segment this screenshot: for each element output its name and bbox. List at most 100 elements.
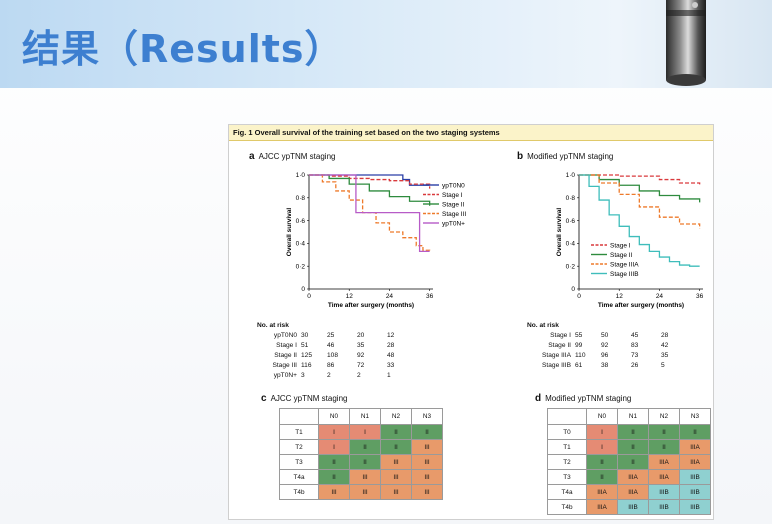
y-tick-label: 0·4 bbox=[296, 241, 306, 248]
table-row-header: T0 bbox=[547, 424, 587, 440]
panel-c-text: AJCC ypTNM staging bbox=[270, 394, 348, 403]
staging-table-ajcc: N0 N1 N2 N3 T1 I I II II T2 I II II III T3 II II III III T4… bbox=[279, 408, 443, 500]
stage-cell: II bbox=[586, 454, 618, 470]
stage-cell: II bbox=[380, 439, 412, 455]
stage-cell: IIIA bbox=[586, 499, 618, 515]
risk-count: 25 bbox=[327, 332, 335, 339]
risk-count: 96 bbox=[601, 352, 609, 359]
table-row-header: T1 bbox=[547, 439, 587, 455]
risk-count: 51 bbox=[301, 342, 309, 349]
table-row: T3 II II III III bbox=[279, 454, 443, 470]
panel-c-letter: c bbox=[261, 393, 267, 404]
risk-count: 108 bbox=[327, 352, 339, 359]
stage-cell: II bbox=[380, 424, 412, 440]
risk-row: ypT0N+ 3 2 2 1 bbox=[257, 371, 417, 381]
risk-count: 26 bbox=[631, 362, 639, 369]
table-row: T2 I II II III bbox=[279, 439, 443, 455]
stage-cell: IIIA bbox=[679, 454, 711, 470]
risk-count: 55 bbox=[575, 332, 583, 339]
risk-count: 3 bbox=[301, 372, 305, 379]
risk-table-a: No. at risk ypT0N0 30 25 20 12 Stage I 51 46 35 28… bbox=[257, 321, 417, 381]
stage-cell: IIIB bbox=[617, 499, 649, 515]
stage-cell: III bbox=[380, 484, 412, 500]
stage-cell: I bbox=[586, 424, 618, 440]
legend-label: Stage I bbox=[442, 192, 463, 199]
series-line-stage-i bbox=[579, 174, 701, 187]
table-corner bbox=[547, 408, 587, 425]
risk-count: 45 bbox=[631, 332, 639, 339]
stage-cell: III bbox=[349, 469, 381, 485]
table-col-header: N3 bbox=[411, 408, 443, 425]
table-row-header: T4a bbox=[547, 484, 587, 500]
risk-count: 110 bbox=[575, 352, 586, 359]
panel-d-letter: d bbox=[535, 393, 542, 404]
risk-count: 48 bbox=[387, 352, 395, 359]
legend-label: ypT0N+ bbox=[442, 220, 465, 227]
risk-count: 99 bbox=[575, 342, 583, 349]
panel-a-text: AJCC ypTNM staging bbox=[258, 152, 336, 161]
table-row-header: T4a bbox=[279, 469, 319, 485]
table-col-header: N0 bbox=[318, 408, 350, 425]
stage-cell: IIIB bbox=[679, 469, 711, 485]
y-tick-label: 1·0 bbox=[566, 172, 576, 179]
y-tick-label: 0·8 bbox=[296, 195, 306, 202]
journal-figure: Fig. 1 Overall survival of the training … bbox=[228, 124, 714, 520]
table-corner bbox=[279, 408, 319, 425]
stage-cell: III bbox=[380, 469, 412, 485]
table-row-header: T4b bbox=[279, 484, 319, 500]
y-tick-label: 0 bbox=[301, 286, 305, 293]
table-row-header: T3 bbox=[547, 469, 587, 485]
slide-title: 结果（Results） bbox=[22, 27, 344, 71]
stage-cell: III bbox=[411, 484, 443, 500]
risk-row-label: Stage IIIB bbox=[542, 362, 571, 369]
stage-cell: II bbox=[617, 424, 649, 440]
risk-count: 83 bbox=[631, 342, 639, 349]
x-tick-label: 0 bbox=[577, 293, 581, 300]
legend-label: Stage I bbox=[610, 242, 631, 249]
stage-cell: III bbox=[411, 454, 443, 470]
stage-cell: II bbox=[318, 469, 350, 485]
stage-cell: III bbox=[318, 484, 350, 500]
stage-cell: I bbox=[318, 424, 350, 440]
table-row: T4b IIIA IIIB IIIB IIIB bbox=[547, 499, 711, 515]
risk-count: 1 bbox=[387, 372, 391, 379]
risk-row: Stage II 99 92 83 42 bbox=[527, 341, 691, 351]
risk-row: Stage I 51 46 35 28 bbox=[257, 341, 417, 351]
table-col-header: N2 bbox=[648, 408, 680, 425]
series-line-stage-ii bbox=[309, 174, 431, 206]
legend-label: ypT0N0 bbox=[442, 182, 465, 189]
y-tick-label: 0·4 bbox=[566, 241, 576, 248]
series-line-stage-iii bbox=[309, 174, 431, 252]
table-row-header: T1 bbox=[279, 424, 319, 440]
risk-row: Stage II 125 108 92 48 bbox=[257, 351, 417, 361]
risk-count: 2 bbox=[327, 372, 331, 379]
risk-count: 72 bbox=[357, 362, 365, 369]
panel-c-title: c AJCC ypTNM staging bbox=[261, 393, 347, 404]
risk-count: 92 bbox=[357, 352, 365, 359]
stage-cell: III bbox=[411, 469, 443, 485]
staging-table-modified: N0 N1 N2 N3 T0 I II II II T1 I II II IIIA T2 II II IIIA II… bbox=[547, 408, 711, 515]
y-tick-label: 0·2 bbox=[566, 263, 576, 270]
risk-count: 92 bbox=[601, 342, 609, 349]
stage-cell: IIIA bbox=[648, 454, 680, 470]
metal-cylinder-decoration bbox=[666, 0, 706, 86]
panel-b-title: b Modified ypTNM staging bbox=[517, 151, 613, 162]
legend-label: Stage IIIB bbox=[610, 271, 639, 278]
risk-row-label: Stage III bbox=[272, 362, 297, 369]
legend-label: Stage III bbox=[442, 211, 466, 218]
stage-cell: III bbox=[411, 439, 443, 455]
risk-count: 125 bbox=[301, 352, 313, 359]
stage-cell: IIIB bbox=[679, 499, 711, 515]
risk-row-label: Stage II bbox=[274, 352, 297, 359]
panel-b-letter: b bbox=[517, 151, 524, 162]
panel-d-title: d Modified ypTNM staging bbox=[535, 393, 631, 404]
panel-a-letter: a bbox=[249, 151, 255, 162]
risk-row-label: Stage II bbox=[548, 342, 571, 349]
legend-label: Stage II bbox=[610, 252, 633, 259]
table-row: T2 II II IIIA IIIA bbox=[547, 454, 711, 470]
table-row: T4a II III III III bbox=[279, 469, 443, 485]
y-tick-label: 0·6 bbox=[296, 218, 306, 225]
y-tick-label: 0·2 bbox=[296, 263, 306, 270]
risk-count: 35 bbox=[357, 342, 365, 349]
table-row: T1 I I II II bbox=[279, 424, 443, 440]
